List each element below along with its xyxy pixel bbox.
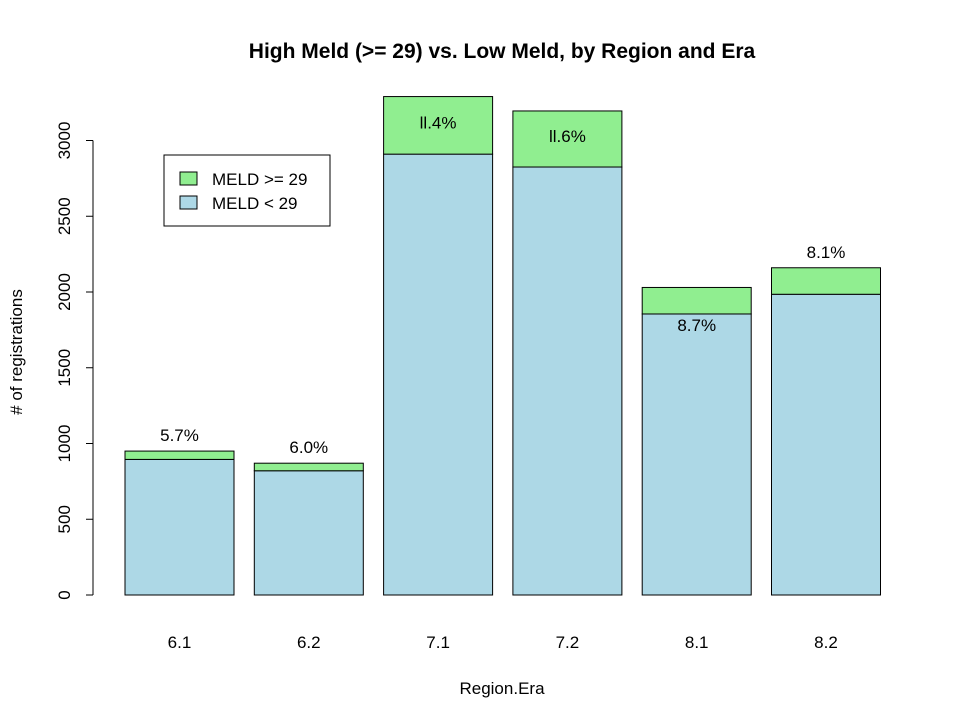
- bar-meld-high: [512, 110, 623, 168]
- x-tick-label: 6.2: [297, 633, 321, 652]
- y-axis-label: # of registrations: [7, 289, 26, 415]
- data-labels: 5.7% 6.0% ll.4% ll.6% 8.7% 8.1%: [160, 113, 845, 457]
- y-tick-label: 0: [55, 590, 74, 599]
- legend-swatch: [179, 171, 198, 186]
- bar-data-label: ll.6%: [549, 127, 586, 146]
- bar-meld-low: [253, 470, 364, 596]
- bar-meld-high: [383, 96, 494, 155]
- x-tick-label: 7.1: [426, 633, 450, 652]
- x-axis-label: Region.Era: [459, 679, 545, 698]
- x-tick-label: 8.1: [685, 633, 709, 652]
- bar-data-label: 5.7%: [160, 426, 199, 445]
- bar-data-label: ll.4%: [420, 113, 457, 132]
- bar-meld-high: [641, 286, 752, 315]
- y-tick-label: 2000: [55, 273, 74, 311]
- legend-label: MELD >= 29: [212, 170, 307, 189]
- bar-data-label: 8.7%: [677, 316, 716, 335]
- bar-meld-high: [124, 450, 235, 460]
- bar-meld-low: [124, 458, 235, 596]
- x-tick-label: 7.2: [556, 633, 580, 652]
- legend-label: MELD < 29: [212, 194, 298, 213]
- x-tick-label: 8.2: [814, 633, 838, 652]
- y-tick-label: 1000: [55, 425, 74, 463]
- bar-meld-high: [771, 267, 881, 295]
- y-tick-label: 3000: [55, 122, 74, 160]
- bar-data-label: 6.0%: [289, 438, 328, 457]
- y-tick-label: 1500: [55, 349, 74, 387]
- bar-meld-low: [641, 313, 752, 596]
- bar-meld-low: [512, 166, 623, 596]
- bars: [124, 96, 881, 596]
- legend-swatch: [179, 195, 198, 210]
- bar-meld-low: [771, 293, 881, 596]
- bar-meld-high: [253, 462, 364, 472]
- chart-title: High Meld (>= 29) vs. Low Meld, by Regio…: [249, 40, 756, 63]
- legend-box: [163, 154, 331, 227]
- y-tick-label: 500: [55, 505, 74, 533]
- x-axis-ticks: 6.1 6.2 7.1 7.2 8.1 8.2: [168, 633, 838, 652]
- y-axis: 0 500 1000 1500 2000 2500 3000: [55, 122, 94, 600]
- bar-meld-low: [383, 153, 494, 596]
- x-tick-label: 6.1: [168, 633, 192, 652]
- y-tick-label: 2500: [55, 197, 74, 235]
- legend: MELD >= 29 MELD < 29: [163, 154, 331, 227]
- bar-data-label: 8.1%: [807, 243, 846, 262]
